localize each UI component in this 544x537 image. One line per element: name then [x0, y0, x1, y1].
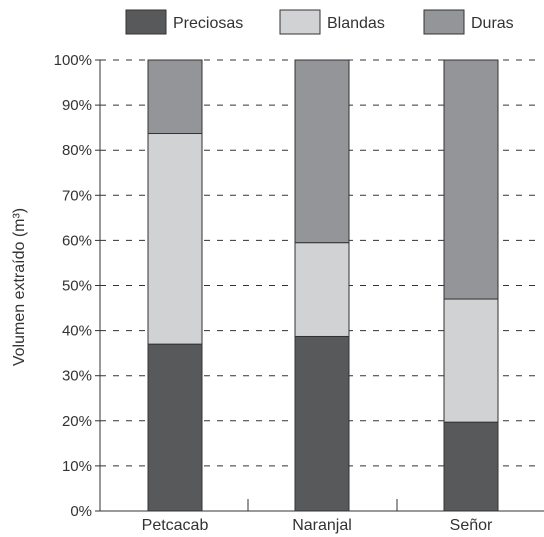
legend-label-blandas: Blandas: [327, 15, 385, 32]
y-tick-label: 90%: [62, 97, 92, 114]
y-tick-label: 80%: [62, 142, 92, 159]
bar-segment-preciosas-2: [443, 421, 499, 512]
y-tick-label: 40%: [62, 323, 92, 340]
y-tick-label: 60%: [62, 232, 92, 249]
y-tick-label: 70%: [62, 187, 92, 204]
bar-segment-duras-0: [147, 59, 203, 135]
bar-segment-blandas-2: [443, 298, 499, 423]
x-category-label: Petcacab: [142, 517, 209, 534]
y-axis-ticks: 0% 10% 20% 30% 40% 50% 60% 70% 80% 90% 100%: [54, 52, 100, 520]
bars: [147, 59, 499, 512]
axes: [99, 60, 544, 512]
y-axis-title: Volumen extraído (m³): [11, 208, 28, 366]
legend-label-duras: Duras: [471, 15, 514, 32]
y-tick-label: 10%: [62, 458, 92, 475]
x-axis-labels: Petcacab Naranjal Señor: [142, 517, 493, 534]
y-tick-label: 0%: [70, 503, 92, 520]
bar-segment-duras-1: [294, 59, 350, 244]
x-category-label: Naranjal: [292, 517, 352, 534]
y-tick-label: 20%: [62, 413, 92, 430]
legend-label-preciosas: Preciosas: [173, 15, 243, 32]
y-tick-label: 100%: [54, 52, 92, 69]
bar-segment-duras-2: [443, 59, 499, 300]
bar-segment-blandas-0: [147, 133, 203, 345]
legend: Preciosas Blandas Duras: [125, 9, 514, 35]
bar-segment-preciosas-1: [294, 335, 350, 512]
y-tick-label: 50%: [62, 278, 92, 295]
legend-swatch-duras: [423, 9, 465, 35]
bar-segment-blandas-1: [294, 242, 350, 337]
legend-swatch-blandas: [279, 9, 321, 35]
y-tick-label: 30%: [62, 368, 92, 385]
bar-segment-preciosas-0: [147, 343, 203, 512]
x-category-label: Señor: [450, 517, 493, 534]
legend-swatch-preciosas: [125, 9, 167, 35]
